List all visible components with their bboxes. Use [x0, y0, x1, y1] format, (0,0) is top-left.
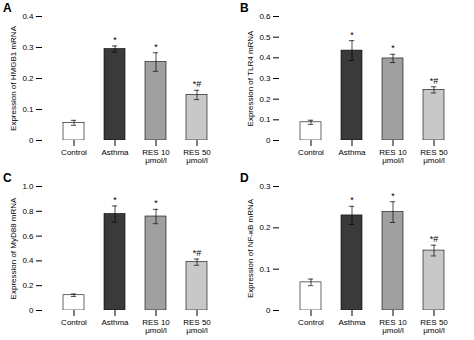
svg-text:0.4: 0.4	[22, 12, 34, 21]
html-text:B: B	[240, 1, 249, 15]
svg-text:0: 0	[29, 306, 34, 315]
html-text:A: A	[3, 1, 12, 15]
svg-text:0: 0	[266, 136, 271, 145]
svg-text:RES 50μmol/l: RES 50μmol/l	[420, 318, 448, 335]
svg-text:*: *	[113, 35, 117, 45]
svg-text:0: 0	[266, 306, 271, 315]
svg-text:*#: *#	[430, 76, 439, 86]
svg-text:0.6: 0.6	[259, 12, 271, 21]
svg-text:0.6: 0.6	[22, 232, 34, 241]
svg-text:Asthma: Asthma	[101, 148, 129, 157]
svg-text:RES 10μmol/l: RES 10μmol/l	[142, 318, 170, 335]
svg-text:*: *	[350, 195, 354, 205]
svg-text:RES 50μmol/l: RES 50μmol/l	[420, 148, 448, 165]
svg-text:*#: *#	[193, 248, 202, 258]
svg-text:*: *	[391, 43, 395, 53]
svg-text:RES 50μmol/l: RES 50μmol/l	[183, 318, 211, 335]
html-text:D: D	[240, 171, 249, 185]
svg-text:0.4: 0.4	[22, 256, 34, 265]
svg-text:RES 10μmol/l: RES 10μmol/l	[379, 148, 407, 165]
svg-text:0.3: 0.3	[259, 182, 271, 191]
svg-text:0.3: 0.3	[22, 43, 34, 52]
svg-text:0: 0	[29, 136, 34, 145]
svg-text:0.2: 0.2	[259, 95, 271, 104]
svg-text:0.1: 0.1	[259, 265, 271, 274]
svg-text:Asthma: Asthma	[338, 148, 366, 157]
svg-text:*: *	[154, 42, 158, 52]
svg-text:1.0: 1.0	[22, 182, 34, 191]
svg-text:*#: *#	[430, 234, 439, 244]
svg-text:Expression of HMGB1 mRNA: Expression of HMGB1 mRNA	[9, 25, 18, 131]
svg-text:Expression of TLR4 mRNA: Expression of TLR4 mRNA	[246, 30, 255, 127]
svg-text:RES 10μmol/l: RES 10μmol/l	[142, 148, 170, 165]
svg-text:RES 10μmol/l: RES 10μmol/l	[379, 318, 407, 335]
svg-text:Expression of MyD88 mRNA: Expression of MyD88 mRNA	[9, 197, 18, 299]
svg-text:0.1: 0.1	[259, 115, 271, 124]
svg-text:*: *	[391, 191, 395, 201]
svg-text:*#: *#	[193, 79, 202, 89]
html-text:C: C	[3, 171, 12, 185]
svg-text:0.2: 0.2	[22, 74, 34, 83]
svg-text:Control: Control	[298, 318, 324, 327]
svg-text:Asthma: Asthma	[338, 318, 366, 327]
svg-text:0.4: 0.4	[259, 53, 271, 62]
svg-text:Asthma: Asthma	[101, 318, 129, 327]
svg-text:*: *	[350, 30, 354, 40]
svg-text:0.5: 0.5	[259, 33, 271, 42]
svg-text:*: *	[154, 198, 158, 208]
svg-text:Expression of NF-κB mRNA: Expression of NF-κB mRNA	[246, 198, 255, 298]
svg-text:Control: Control	[298, 148, 324, 157]
svg-text:RES 50μmol/l: RES 50μmol/l	[183, 148, 211, 165]
svg-text:*: *	[113, 195, 117, 205]
svg-text:Control: Control	[61, 318, 87, 327]
svg-text:0.3: 0.3	[259, 74, 271, 83]
svg-text:0.8: 0.8	[22, 207, 34, 216]
svg-text:0.2: 0.2	[22, 281, 34, 290]
svg-text:Control: Control	[61, 148, 87, 157]
svg-text:0.1: 0.1	[22, 105, 34, 114]
svg-text:0.2: 0.2	[259, 223, 271, 232]
